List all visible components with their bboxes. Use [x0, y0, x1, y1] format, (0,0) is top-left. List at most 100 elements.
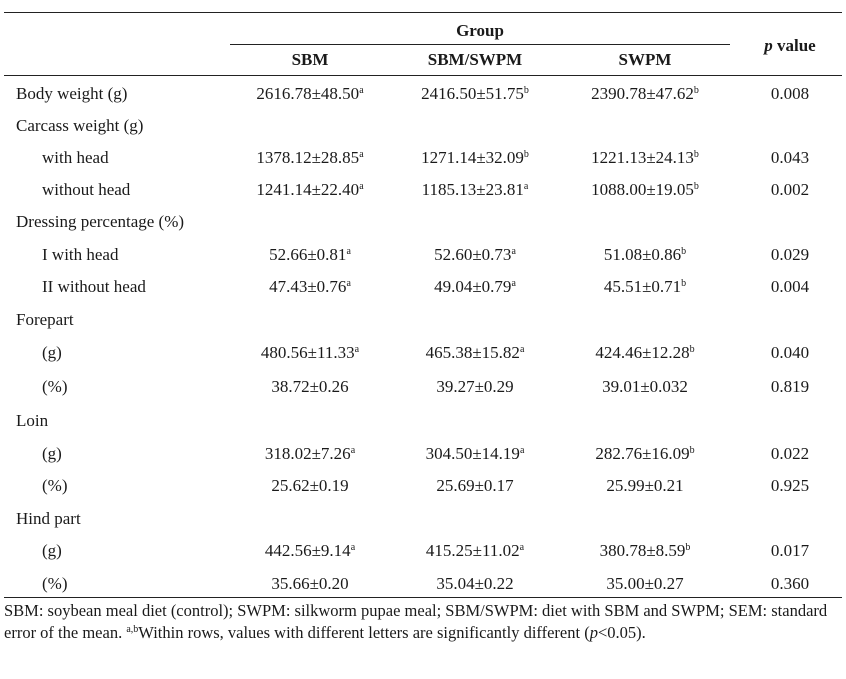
- p-value-cell: 0.022: [770, 444, 810, 463]
- cell-value: 39.27±0.29: [436, 377, 514, 396]
- cell-superscript: b: [681, 278, 687, 289]
- p-value-rest: value: [772, 36, 816, 55]
- table-cell: 1378.12±28.85a: [230, 148, 390, 168]
- cell-value: 380.78±8.59: [599, 541, 686, 560]
- cell-value: 35.00±0.27: [606, 574, 684, 593]
- header-rule: [4, 75, 842, 76]
- p-value-cell: 0.008: [770, 84, 810, 103]
- p-value-cell: 0.043: [770, 148, 810, 167]
- table-cell: 25.99±0.21: [560, 476, 730, 496]
- cell-superscript: a: [359, 181, 364, 192]
- table-cell: 442.56±9.14a: [230, 541, 390, 561]
- cell-value: 25.99±0.21: [606, 476, 684, 495]
- row-label: (g): [42, 343, 62, 362]
- table-cell: 480.56±11.33a: [230, 343, 390, 363]
- table-cell: 35.66±0.20: [230, 574, 390, 594]
- footnote-p: p: [589, 623, 598, 642]
- table-cell: 45.51±0.71b: [560, 277, 730, 297]
- row-label: Body weight (g): [16, 84, 128, 103]
- row-label: I with head: [42, 245, 119, 264]
- cell-superscript: b: [689, 344, 695, 355]
- table-cell: 1088.00±19.05b: [560, 180, 730, 200]
- cell-superscript: a: [519, 445, 525, 456]
- cell-superscript: b: [681, 246, 687, 257]
- cell-superscript: a: [519, 344, 525, 355]
- cell-value: 318.02±7.26: [264, 444, 351, 463]
- row-label: Loin: [16, 411, 49, 430]
- cell-superscript: a: [511, 278, 516, 289]
- cell-value: 415.25±11.02: [425, 541, 520, 560]
- top-rule: [4, 12, 842, 13]
- table-cell: 51.08±0.86b: [560, 245, 730, 265]
- cell-value: 39.01±0.032: [602, 377, 688, 396]
- row-label: II without head: [42, 277, 146, 296]
- table-cell: 49.04±0.79a: [392, 277, 558, 297]
- cell-value: 1271.14±32.09: [421, 148, 524, 167]
- cell-superscript: a: [359, 85, 364, 96]
- row-label: (g): [42, 444, 62, 463]
- cell-value: 25.62±0.19: [271, 476, 349, 495]
- table-cell: 52.66±0.81a: [230, 245, 390, 265]
- cell-superscript: b: [523, 149, 529, 160]
- p-value-cell: 0.004: [770, 277, 810, 296]
- cell-value: 1378.12±28.85: [256, 148, 360, 167]
- cell-superscript: b: [693, 85, 699, 96]
- footnote-part1: SBM: soybean meal diet (control); SWPM: …: [4, 601, 828, 642]
- p-value-cell: 0.819: [770, 377, 810, 396]
- cell-value: 45.51±0.71: [603, 277, 682, 296]
- row-label: (g): [42, 541, 62, 560]
- table-cell: 1221.13±24.13b: [560, 148, 730, 168]
- footnote-part2: Within rows, values with different lette…: [138, 623, 590, 642]
- cell-superscript: a: [523, 181, 529, 192]
- group-header: Group: [456, 21, 504, 40]
- cell-superscript: a: [350, 445, 356, 456]
- table-cell: 25.62±0.19: [230, 476, 390, 496]
- cell-value: 2416.50±51.75: [421, 84, 524, 103]
- cell-superscript: a: [519, 542, 525, 553]
- p-value-cell: 0.925: [770, 476, 810, 495]
- row-label: Forepart: [16, 310, 74, 329]
- cell-value: 1221.13±24.13: [591, 148, 694, 167]
- col-header-swpm: SWPM: [618, 50, 672, 69]
- col-header-sbm-swpm: SBM/SWPM: [427, 50, 523, 69]
- cell-value: 442.56±9.14: [264, 541, 351, 560]
- cell-value: 49.04±0.79: [434, 277, 512, 296]
- p-value-cell: 0.040: [770, 343, 810, 362]
- p-value-cell: 0.360: [770, 574, 810, 593]
- table-cell: 47.43±0.76a: [230, 277, 390, 297]
- row-label: Dressing percentage (%): [16, 212, 185, 231]
- cell-superscript: b: [689, 445, 695, 456]
- cell-value: 1088.00±19.05: [591, 180, 694, 199]
- footnote: SBM: soybean meal diet (control); SWPM: …: [4, 600, 840, 644]
- cell-value: 38.72±0.26: [271, 377, 349, 396]
- table-cell: 35.00±0.27: [560, 574, 730, 594]
- cell-superscript: a: [511, 246, 516, 257]
- table-cell: 1185.13±23.81a: [392, 180, 558, 200]
- cell-value: 1185.13±23.81: [421, 180, 524, 199]
- table-cell: 2390.78±47.62b: [560, 84, 730, 104]
- table-cell: 465.38±15.82a: [392, 343, 558, 363]
- cell-value: 424.46±12.28: [595, 343, 690, 362]
- cell-superscript: a: [346, 246, 351, 257]
- p-value-cell: 0.029: [770, 245, 810, 264]
- cell-value: 47.43±0.76: [269, 277, 347, 296]
- cell-value: 51.08±0.86: [603, 245, 682, 264]
- p-value-cell: 0.017: [770, 541, 810, 560]
- bottom-rule: [4, 597, 842, 598]
- row-label: Carcass weight (g): [16, 116, 144, 135]
- table-cell: 52.60±0.73a: [392, 245, 558, 265]
- cell-value: 465.38±15.82: [425, 343, 520, 362]
- footnote-part3: <0.05).: [597, 623, 646, 642]
- cell-superscript: b: [693, 149, 699, 160]
- table-cell: 1241.14±22.40a: [230, 180, 390, 200]
- p-value-p: p: [764, 36, 773, 55]
- col-header-sbm: SBM: [291, 50, 329, 69]
- cell-superscript: b: [523, 85, 529, 96]
- table-cell: 1271.14±32.09b: [392, 148, 558, 168]
- row-label: (%): [42, 377, 68, 396]
- row-label: (%): [42, 476, 68, 495]
- cell-value: 2390.78±47.62: [591, 84, 694, 103]
- table-cell: 2616.78±48.50a: [230, 84, 390, 104]
- row-label: (%): [42, 574, 68, 593]
- cell-value: 304.50±14.19: [425, 444, 520, 463]
